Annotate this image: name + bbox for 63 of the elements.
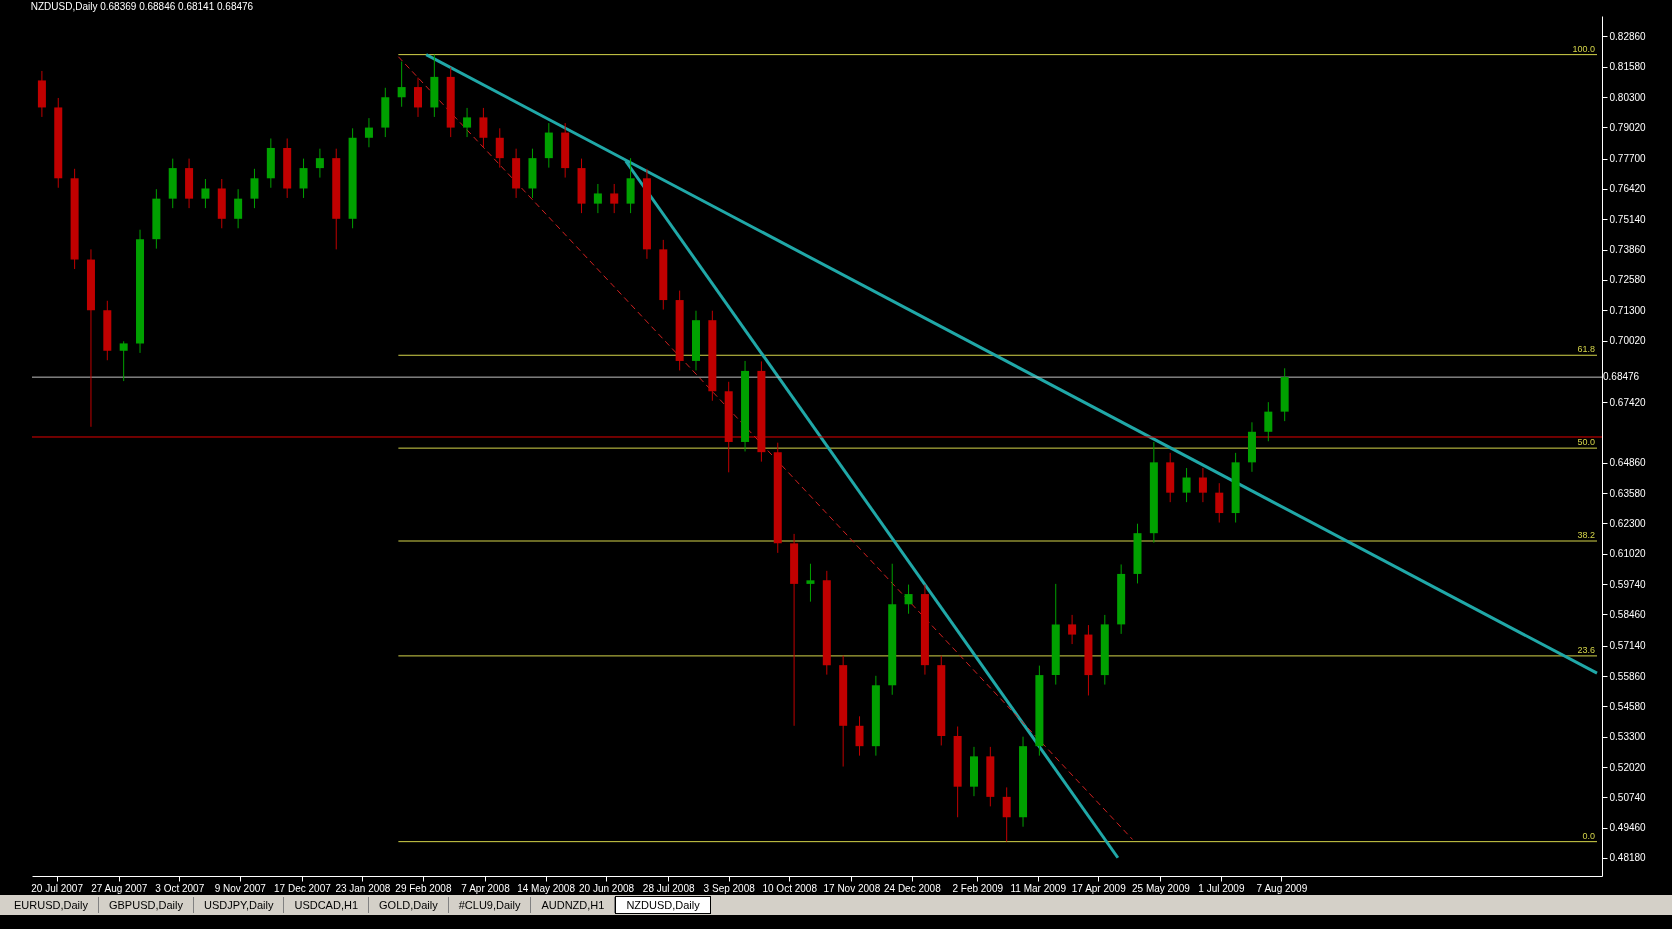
x-tick-label: 17 Nov 2008 [823,882,881,894]
y-tick-label: 0.55860 [1609,670,1647,682]
series-label: 23.6 [1577,644,1595,655]
x-tick-label: 29 Feb 2008 [395,882,452,894]
y-tick-label: 0.76420 [1609,183,1647,195]
x-tick-label: 23 Jan 2008 [335,882,391,894]
x-tick-label: 20 Jun 2008 [579,882,635,894]
y-tick-label: 0.53300 [1609,731,1647,743]
x-tick-label: 2 Feb 2009 [952,882,1004,894]
x-tick-label: 17 Apr 2009 [1071,882,1127,894]
series-label: 0.0 [1582,830,1595,841]
y-tick-label: 0.57140 [1609,640,1647,652]
x-tick-label: 3 Sep 2008 [703,882,756,894]
y-tick-label: 0.71300 [1609,304,1647,316]
y-tick-label: 0.81580 [1609,61,1647,73]
y-tick-label: 0.82860 [1609,30,1647,42]
y-tick-label: 0.64860 [1609,457,1647,469]
series-label: 61.8 [1577,344,1595,355]
text: USDJPY,Daily [193,897,285,913]
x-tick-label: 17 Dec 2007 [274,882,332,894]
y-tick-label: 0.72580 [1609,274,1647,286]
x-tick-label: 27 Aug 2007 [91,882,148,894]
y-tick-label: 0.75140 [1609,213,1647,225]
y-tick-label: 0.54580 [1609,700,1647,712]
y-tick-label: 0.70020 [1609,335,1647,347]
text: AUDNZD,H1 [531,897,616,913]
x-tick-label: 25 May 2009 [1131,882,1191,894]
y-tick-label: 0.67420 [1609,396,1647,408]
y-tick-label: 0.79020 [1609,121,1647,133]
y-tick-label: 0.49460 [1609,822,1647,834]
x-tick-label: 28 Jul 2008 [642,882,695,894]
y-tick-label: 0.62300 [1609,517,1647,529]
y-tick-label: 0.50740 [1609,791,1647,803]
x-tick-label: 10 Oct 2008 [762,882,818,894]
x-tick-label: 14 May 2008 [517,882,576,894]
text: USDCAD,H1 [284,897,370,913]
x-tick-label: 9 Nov 2007 [214,882,267,894]
y-tick-label: 0.61020 [1609,548,1647,560]
series-label: 50.0 [1577,437,1595,448]
x-tick-label: 20 Jul 2007 [31,882,84,894]
text: NZDUSD,Daily [615,896,711,914]
y-tick-label: 0.52020 [1609,761,1647,773]
y-tick-label: 0.63580 [1609,487,1647,499]
y-tick-label: 0.80300 [1609,91,1647,103]
text: GBPUSD,Daily [98,897,194,913]
text: GOLD,Daily [369,897,449,913]
text: #CLU9,Daily [448,897,532,913]
y-tick-label: 0.59740 [1609,578,1647,590]
series-label: 38.2 [1577,530,1595,540]
x-tick-label: 24 Dec 2008 [883,882,942,894]
x-tick-label: 7 Aug 2009 [1256,882,1308,894]
x-tick-label: 11 Mar 2009 [1010,882,1067,894]
series-label: 100.0 [1572,43,1595,54]
y-tick-label: 0.58460 [1609,608,1647,620]
y-tick-label: 0.77700 [1609,153,1647,165]
ref-line-label: 0.68476 [1603,371,1640,383]
x-tick-label: 1 Jul 2009 [1198,882,1245,894]
chart-title: NZDUSD,Daily 0.68369 0.68846 0.68141 0.68476 [30,1,254,12]
y-tick-label: 0.73860 [1609,244,1647,256]
x-tick-label: 7 Apr 2008 [461,882,511,894]
x-tick-label: 3 Oct 2007 [155,882,205,894]
y-tick-label: 0.48180 [1609,852,1647,864]
text: EURUSD,Daily [4,897,99,913]
